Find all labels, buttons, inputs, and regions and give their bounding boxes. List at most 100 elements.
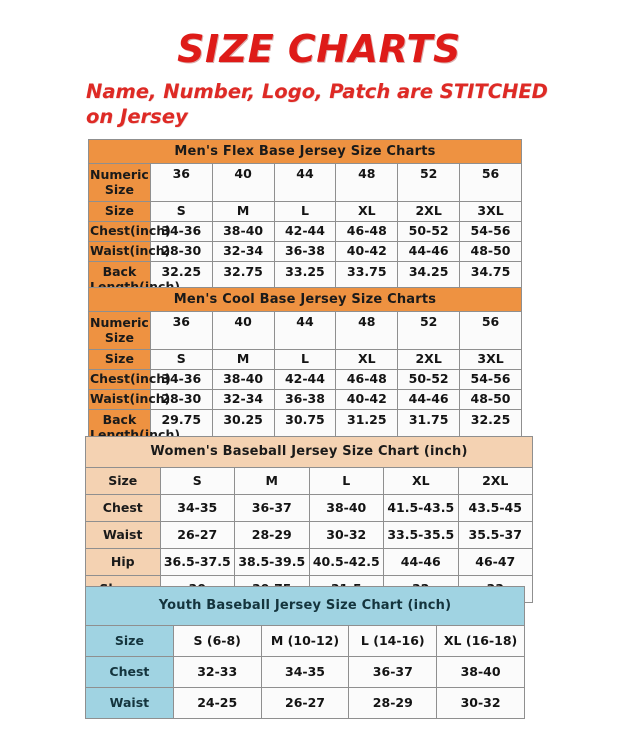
table-title: Youth Baseball Jersey Size Chart (inch) bbox=[85, 586, 525, 626]
table-cell: XL bbox=[383, 467, 459, 495]
table-cell: 36-38 bbox=[273, 388, 337, 410]
table-cell: 44-46 bbox=[383, 548, 459, 576]
table-cell: 36.5-37.5 bbox=[159, 548, 235, 576]
chart-mens-flex-base: Men's Flex Base Jersey Size Charts Numeri… bbox=[88, 138, 522, 300]
table-cell: 36-37 bbox=[234, 494, 310, 522]
table-title: Men's Cool Base Jersey Size Charts bbox=[88, 286, 522, 313]
page-subtitle: Name, Number, Logo, Patch are STITCHED o… bbox=[86, 79, 548, 128]
table-row: Chest(inch) 34-36 38-40 42-44 46-48 50-52 54-5… bbox=[88, 369, 522, 390]
table-cell: 48 bbox=[335, 311, 399, 351]
table-cell: S bbox=[149, 349, 213, 371]
table-cell: 24-25 bbox=[172, 687, 262, 719]
row-label: Waist bbox=[85, 521, 161, 549]
table-cell: 41.5-43.5 bbox=[383, 494, 459, 522]
size-chart-table-mens-flex: Men's Flex Base Jersey Size Charts Numeri… bbox=[88, 138, 522, 300]
row-label: Size bbox=[85, 467, 161, 495]
table-cell: 48-50 bbox=[459, 388, 522, 410]
table-cell: L bbox=[273, 349, 337, 371]
table-title-row: Men's Flex Base Jersey Size Charts bbox=[88, 138, 522, 165]
row-label: Size bbox=[88, 201, 151, 223]
row-label: Chest(inch) bbox=[88, 221, 171, 242]
table-cell: 44-46 bbox=[397, 388, 461, 410]
table-cell: XL bbox=[335, 201, 399, 223]
table-row: Chest 32-33 34-35 36-37 38-40 bbox=[85, 656, 525, 688]
size-chart-table-womens: Women's Baseball Jersey Size Chart (inch… bbox=[85, 436, 533, 603]
table-cell: 28-29 bbox=[234, 521, 310, 549]
table-cell: 30-32 bbox=[308, 521, 384, 549]
table-cell: 40 bbox=[211, 311, 275, 351]
table-cell: 28-29 bbox=[348, 687, 438, 719]
table-cell: 30-32 bbox=[436, 687, 525, 719]
table-cell: 46-47 bbox=[457, 548, 533, 576]
table-cell: 38-40 bbox=[211, 369, 275, 390]
table-cell: 50-52 bbox=[397, 369, 461, 390]
table-cell: 42-44 bbox=[273, 369, 337, 390]
table-row: Numeric Size 36 40 44 48 52 56 bbox=[88, 163, 522, 203]
table-row: Size S M L XL 2XL 3XL bbox=[88, 201, 522, 223]
size-chart-table-mens-cool: Men's Cool Base Jersey Size Charts Numeri… bbox=[88, 286, 522, 448]
table-cell: 36 bbox=[149, 163, 213, 203]
chart-youth-baseball: Youth Baseball Jersey Size Chart (inch) S… bbox=[85, 586, 525, 719]
table-cell: 56 bbox=[459, 311, 522, 351]
table-cell: 48-50 bbox=[459, 240, 522, 262]
table-row: Hip 36.5-37.5 38.5-39.5 40.5-42.5 44-46 46-47 bbox=[85, 548, 533, 576]
table-cell: 28-30 bbox=[149, 240, 213, 262]
table-cell: M bbox=[234, 467, 310, 495]
table-cell: 40-42 bbox=[335, 388, 399, 410]
table-cell: 56 bbox=[459, 163, 522, 203]
table-cell: 26-27 bbox=[260, 687, 350, 719]
table-cell: 34-36 bbox=[149, 221, 213, 242]
table-cell: 34-35 bbox=[159, 494, 235, 522]
table-cell: 46-48 bbox=[335, 369, 399, 390]
row-label: Size bbox=[88, 349, 151, 371]
table-cell: 44 bbox=[273, 163, 337, 203]
table-cell: M bbox=[211, 349, 275, 371]
table-cell: 34-35 bbox=[260, 656, 350, 688]
table-cell: 43.5-45 bbox=[457, 494, 533, 522]
table-row: Size S M L XL 2XL bbox=[85, 467, 533, 495]
table-cell: S bbox=[149, 201, 213, 223]
table-title-row: Women's Baseball Jersey Size Chart (inch… bbox=[85, 436, 533, 468]
table-cell: 38-40 bbox=[308, 494, 384, 522]
table-row: Numeric Size 36 40 44 48 52 56 bbox=[88, 311, 522, 351]
table-cell: 38-40 bbox=[436, 656, 525, 688]
table-title: Women's Baseball Jersey Size Chart (inch… bbox=[85, 436, 533, 468]
table-row: Waist(inch) 28-30 32-34 36-38 40-42 44-46 48-5… bbox=[88, 388, 522, 410]
table-row: Waist(inch) 28-30 32-34 36-38 40-42 44-46 48-5… bbox=[88, 240, 522, 262]
row-label: Waist(inch) bbox=[88, 388, 170, 410]
table-cell: 54-56 bbox=[459, 369, 522, 390]
table-cell: 3XL bbox=[459, 349, 522, 371]
table-row: Chest(inch) 34-36 38-40 42-44 46-48 50-52 54-5… bbox=[88, 221, 522, 242]
table-cell: 36-37 bbox=[348, 656, 438, 688]
table-title: Men's Flex Base Jersey Size Charts bbox=[88, 138, 522, 165]
row-label: Numeric Size bbox=[88, 163, 151, 203]
table-cell: 34-36 bbox=[149, 369, 213, 390]
table-cell: 3XL bbox=[459, 201, 522, 223]
page-title: SIZE CHARTS bbox=[177, 27, 461, 71]
table-cell: 2XL bbox=[397, 201, 461, 223]
row-label: Chest bbox=[85, 656, 174, 688]
table-title-row: Men's Cool Base Jersey Size Charts bbox=[88, 286, 522, 313]
table-cell: 48 bbox=[335, 163, 399, 203]
table-cell: 52 bbox=[397, 311, 461, 351]
table-cell: 44 bbox=[273, 311, 337, 351]
table-cell: L bbox=[308, 467, 384, 495]
table-cell: 40 bbox=[211, 163, 275, 203]
table-cell: 32-33 bbox=[172, 656, 262, 688]
table-cell: 38.5-39.5 bbox=[234, 548, 310, 576]
table-cell: 40-42 bbox=[335, 240, 399, 262]
table-cell: 44-46 bbox=[397, 240, 461, 262]
table-cell: S (6-8) bbox=[172, 625, 262, 657]
table-cell: S bbox=[159, 467, 235, 495]
row-label: Size bbox=[85, 625, 174, 657]
table-row: Size S (6-8) M (10-12) L (14-16) XL (16-18) bbox=[85, 625, 525, 657]
table-cell: 50-52 bbox=[397, 221, 461, 242]
table-cell: L bbox=[273, 201, 337, 223]
row-label: Chest bbox=[85, 494, 161, 522]
table-cell: 52 bbox=[397, 163, 461, 203]
table-cell: XL bbox=[335, 349, 399, 371]
table-cell: 54-56 bbox=[459, 221, 522, 242]
table-cell: 2XL bbox=[397, 349, 461, 371]
table-row: Size S M L XL 2XL 3XL bbox=[88, 349, 522, 371]
